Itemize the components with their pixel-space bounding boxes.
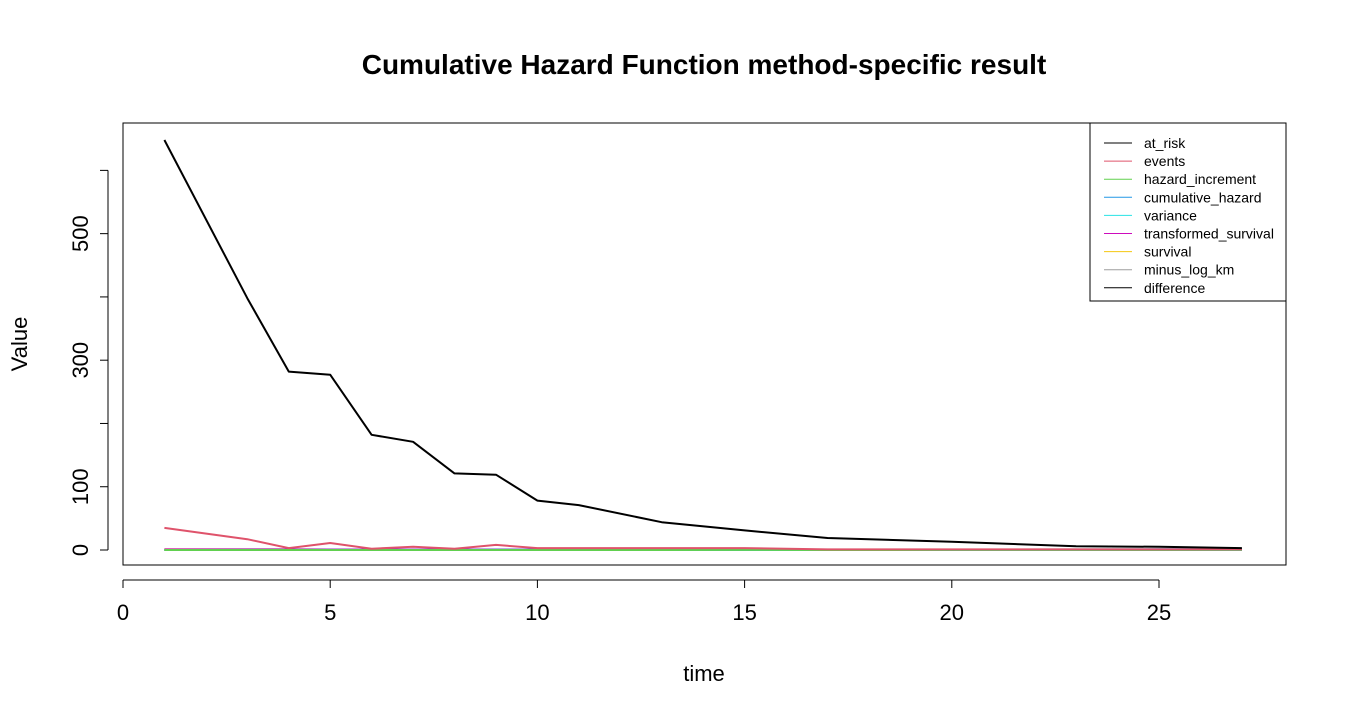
legend-label-transformed-survival: transformed_survival	[1144, 226, 1274, 242]
plot-frame	[122, 122, 1287, 566]
x-tick-label: 5	[324, 600, 336, 625]
legend-label-at-risk: at_risk	[1144, 135, 1186, 151]
y-tick-label: 100	[68, 468, 93, 505]
legend-label-minus-log-km: minus_log_km	[1144, 262, 1234, 278]
y-tick-label: 0	[68, 544, 93, 556]
legend-label-survival: survival	[1144, 244, 1191, 260]
y-tick-label: 500	[68, 215, 93, 252]
legend-label-cumulative-hazard: cumulative_hazard	[1144, 189, 1262, 205]
legend-label-hazard-increment: hazard_increment	[1144, 171, 1256, 187]
x-axis-label: time	[683, 661, 725, 686]
y-axis: 0 100 300 500	[68, 169, 109, 556]
x-tick-label: 25	[1147, 600, 1171, 625]
legend-label-variance: variance	[1144, 207, 1197, 223]
x-tick-label: 15	[732, 600, 756, 625]
series-lines	[163, 139, 1242, 551]
chart-title: Cumulative Hazard Function method-specif…	[362, 49, 1047, 80]
x-tick-label: 20	[940, 600, 964, 625]
y-tick-label: 300	[68, 342, 93, 379]
series-line-events	[164, 526, 1242, 551]
series-line-at-risk	[163, 139, 1242, 550]
x-axis: 0 5 10 15 20 25	[117, 579, 1171, 625]
y-axis-label: Value	[7, 317, 32, 372]
x-tick-label: 0	[117, 600, 129, 625]
legend-label-difference: difference	[1144, 280, 1205, 296]
x-tick-label: 10	[525, 600, 549, 625]
legend-box	[1089, 122, 1287, 302]
legend-label-events: events	[1144, 153, 1185, 169]
